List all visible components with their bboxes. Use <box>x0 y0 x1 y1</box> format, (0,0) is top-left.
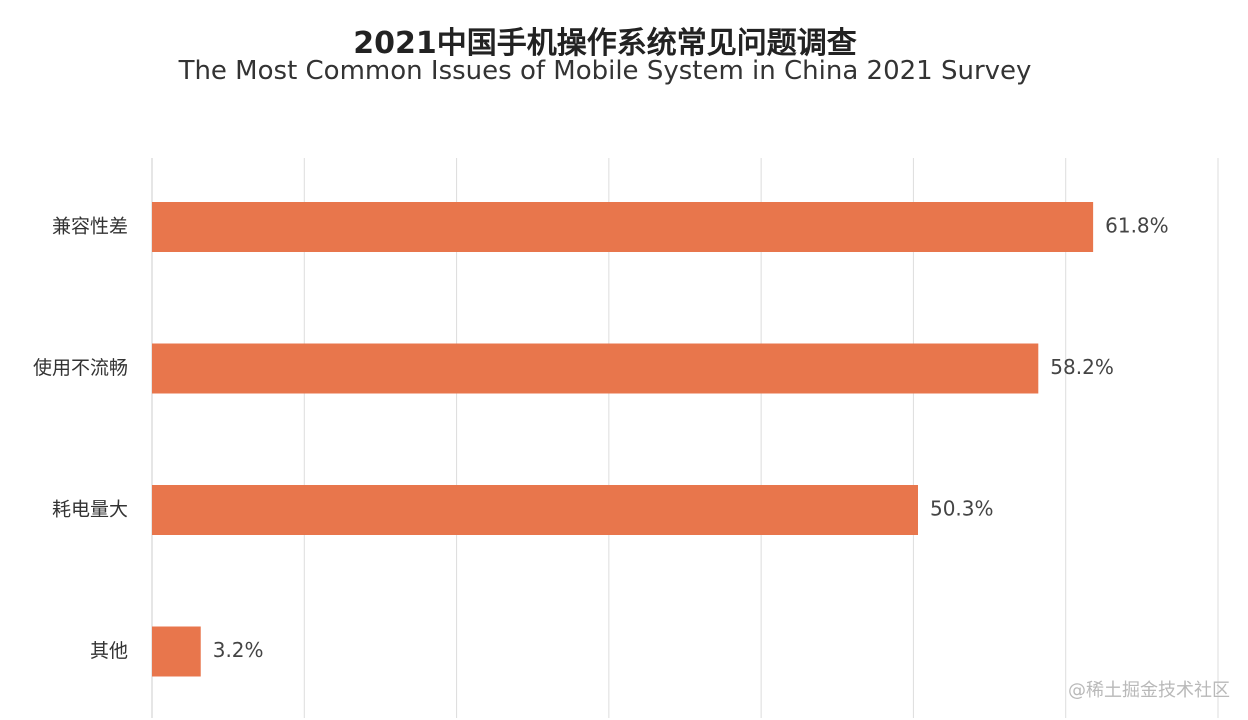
bar <box>152 626 201 677</box>
value-label: 61.8% <box>1105 214 1169 238</box>
value-label: 3.2% <box>213 638 264 662</box>
chart-title: 2021中国手机操作系统常见问题调查 <box>353 26 857 61</box>
bar <box>152 202 1094 252</box>
bars <box>152 202 1094 677</box>
category-label: 耗电量大 <box>52 499 128 521</box>
category-label: 使用不流畅 <box>33 357 128 379</box>
chart-subtitle: The Most Common Issues of Mobile System … <box>178 56 1032 86</box>
bar <box>152 343 1039 394</box>
category-label: 其他 <box>90 640 128 662</box>
value-label: 58.2% <box>1050 355 1114 379</box>
labels: 兼容性差 61.8% 使用不流畅 58.2% 耗电量大 50.3% 其他 3.2% <box>33 214 1169 663</box>
value-label: 50.3% <box>930 497 994 521</box>
watermark: @稀土掘金技术社区 <box>1068 680 1230 701</box>
category-label: 兼容性差 <box>52 216 128 238</box>
bar <box>152 485 918 535</box>
